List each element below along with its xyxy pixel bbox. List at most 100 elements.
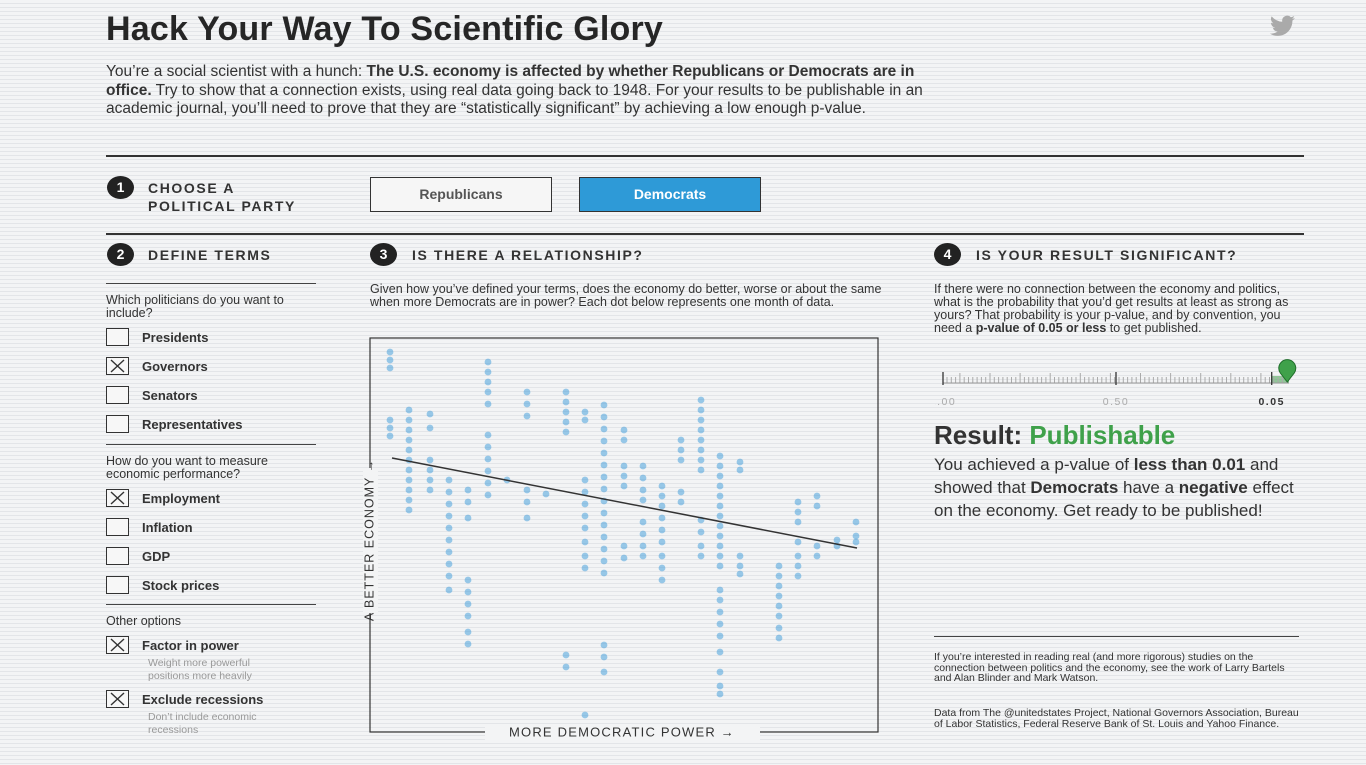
data-dot (697, 446, 705, 454)
checkbox[interactable] (106, 547, 129, 565)
result-text: You achieved a p-value of less than 0.01… (934, 453, 1304, 522)
data-dot (620, 472, 628, 480)
step-number: 3 (370, 243, 397, 266)
data-dot (716, 562, 724, 570)
option-row: Representatives (106, 410, 316, 439)
option-label: Stock prices (142, 578, 220, 593)
party-button[interactable]: Republicans (370, 177, 552, 212)
data-dot (600, 521, 608, 529)
data-dot (562, 408, 570, 416)
data-dot (600, 473, 608, 481)
option-label: Governors (142, 359, 208, 374)
data-dot (464, 612, 472, 620)
data-dot (794, 498, 802, 506)
slider-tick-label: 0.05 (1258, 396, 1284, 408)
data-dot (445, 524, 453, 532)
divider (106, 604, 316, 605)
bold-text: Democrats (1030, 478, 1119, 497)
data-dot (620, 554, 628, 562)
checkbox[interactable] (106, 357, 129, 375)
option-row: Factor in power (106, 631, 316, 660)
data-dot (620, 462, 628, 470)
data-dot (426, 476, 434, 484)
data-dot (523, 388, 531, 396)
checkbox[interactable] (106, 518, 129, 536)
data-dot (716, 482, 724, 490)
data-dot (464, 486, 472, 494)
data-dot (581, 552, 589, 560)
party-button[interactable]: Democrats (579, 177, 761, 212)
data-dot (581, 408, 589, 416)
option-row: GDP (106, 542, 316, 571)
option-group: Which politicians do you want to include… (106, 283, 316, 439)
data-dot (445, 548, 453, 556)
data-dot (794, 508, 802, 516)
option-label: Factor in power (142, 638, 239, 653)
data-dot (405, 506, 413, 514)
step-label-line: POLITICAL PARTY (148, 198, 296, 214)
twitter-icon[interactable] (1268, 13, 1298, 37)
text: to get published. (1106, 321, 1202, 335)
data-dot (716, 542, 724, 550)
checkbox[interactable] (106, 386, 129, 404)
checkbox[interactable] (106, 489, 129, 507)
data-dot (484, 431, 492, 439)
data-dot (484, 368, 492, 376)
checkbox[interactable] (106, 328, 129, 346)
data-dot (736, 552, 744, 560)
bold-text: The U.S. economy is affected by whether … (106, 63, 915, 99)
data-dot (716, 608, 724, 616)
data-dot (852, 518, 860, 526)
data-dot (426, 456, 434, 464)
checkbox[interactable] (106, 690, 129, 708)
data-dot (600, 425, 608, 433)
data-dot (697, 396, 705, 404)
data-dot (736, 458, 744, 466)
data-dot (386, 364, 394, 372)
data-dot (405, 416, 413, 424)
data-dot (736, 570, 744, 578)
data-dot (464, 588, 472, 596)
data-dot (562, 418, 570, 426)
data-dot (658, 482, 666, 490)
data-dot (794, 538, 802, 546)
data-dot (775, 592, 783, 600)
data-dot (542, 490, 550, 498)
divider (106, 233, 1304, 235)
data-dot (716, 492, 724, 500)
data-dot (405, 476, 413, 484)
data-dot (581, 476, 589, 484)
data-dot (445, 560, 453, 568)
data-dot (716, 512, 724, 520)
data-dot (484, 455, 492, 463)
divider (934, 636, 1299, 637)
divider (106, 283, 316, 284)
data-dot (697, 528, 705, 536)
data-dot (813, 542, 821, 550)
checkbox[interactable] (106, 576, 129, 594)
data-dot (775, 634, 783, 642)
data-dot (794, 562, 802, 570)
text: If there were no connection between the … (934, 282, 1289, 335)
data-dot (697, 436, 705, 444)
y-axis-label: A BETTER ECONOMY → (362, 459, 376, 621)
data-dot (852, 532, 860, 540)
data-dot (775, 572, 783, 580)
data-dot (716, 596, 724, 604)
data-dot (405, 406, 413, 414)
data-dot (639, 474, 647, 482)
slider-tick-label: 1.00 (935, 396, 956, 408)
footnote: Data from The @unitedstates Project, Nat… (934, 707, 1299, 730)
checkbox[interactable] (106, 415, 129, 433)
data-dot (405, 446, 413, 454)
text: effect on the economy. Get ready to be p… (934, 478, 1294, 520)
checkbox[interactable] (106, 636, 129, 654)
data-dot (639, 518, 647, 526)
data-dot (833, 536, 841, 544)
data-dot (484, 388, 492, 396)
data-dot (600, 668, 608, 676)
data-dot (639, 552, 647, 560)
data-dot (581, 500, 589, 508)
data-dot (716, 472, 724, 480)
data-dot (405, 496, 413, 504)
